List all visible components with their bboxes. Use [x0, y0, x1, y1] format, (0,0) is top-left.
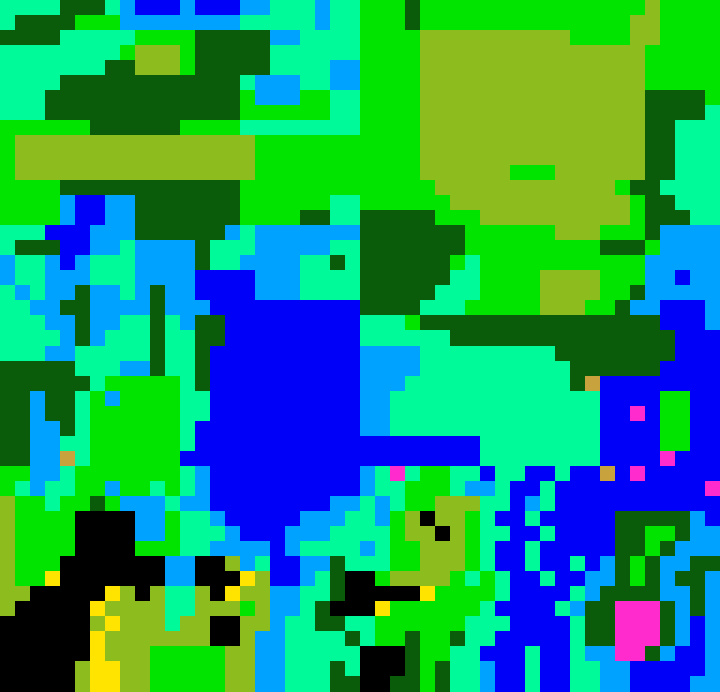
classification-raster-map	[0, 0, 720, 692]
raster-map-stage	[0, 0, 720, 692]
